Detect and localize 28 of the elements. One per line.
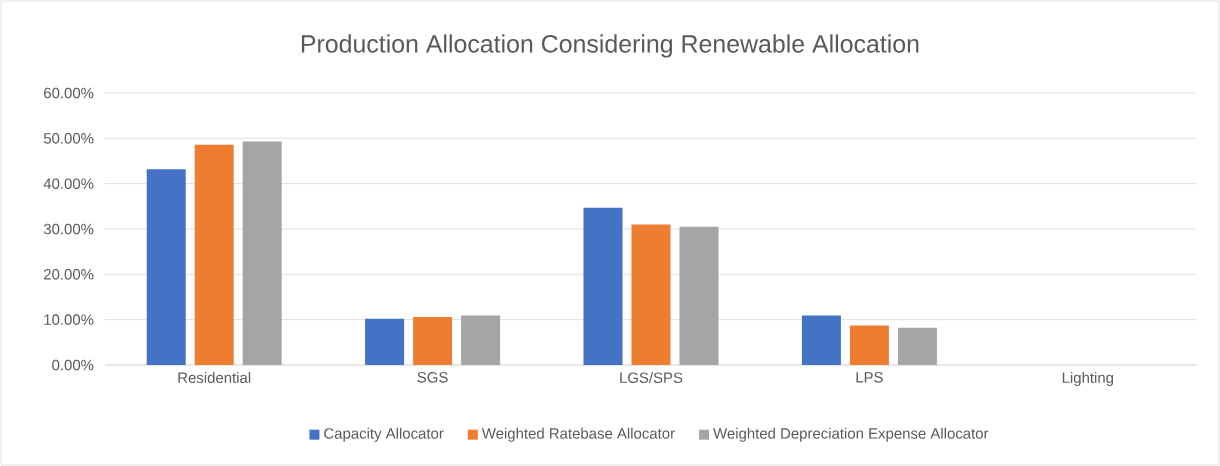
y-tick-label: 60.00%: [44, 87, 94, 99]
x-tick-label: Residential: [178, 372, 251, 384]
x-tick-label: LGS/SPS: [620, 372, 683, 384]
x-tick-label: LPS: [856, 372, 883, 383]
bar: [801, 315, 841, 365]
bar: [461, 315, 501, 365]
legend-label: Capacity Allocator: [324, 427, 444, 442]
y-tick-label: 30.00%: [43, 223, 94, 235]
legend-label: Weighted Depreciation Expense Allocator: [713, 427, 989, 442]
bar: [583, 207, 623, 365]
bar: [146, 169, 186, 365]
y-tick-label: 0.00%: [52, 359, 94, 371]
bar: [242, 141, 282, 365]
bar: [897, 327, 937, 365]
bar: [849, 325, 889, 365]
bar: [413, 316, 453, 365]
y-tick-label: 20.00%: [44, 269, 94, 280]
chart-title: Production Allocation Considering Renewable Allocation: [301, 34, 919, 58]
bar: [631, 224, 671, 365]
y-tick-label: 50.00%: [43, 133, 94, 144]
y-tick-label: 40.00%: [43, 178, 94, 189]
x-tick-label: SGS: [417, 372, 448, 383]
bar: [679, 226, 719, 365]
y-tick-label: 10.00%: [44, 314, 94, 325]
legend-label: Weighted Ratebase Allocator: [481, 427, 675, 442]
bar: [365, 318, 405, 365]
bar: [194, 144, 234, 365]
x-tick-label: Lighting: [1062, 372, 1113, 386]
